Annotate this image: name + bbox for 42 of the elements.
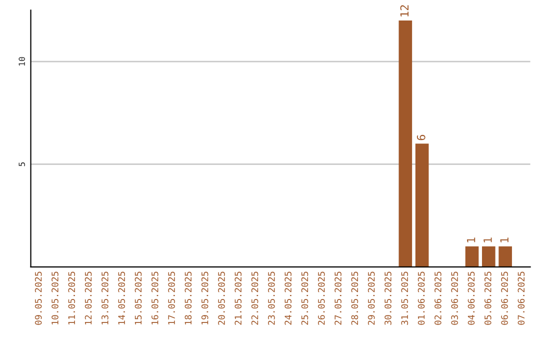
bar xyxy=(465,246,479,267)
x-tick-label: 18.05.2025 xyxy=(184,272,192,324)
x-tick-label: 22.05.2025 xyxy=(251,272,258,325)
x-tick-label: 01.06.2025 xyxy=(418,272,425,325)
data-label: 1 xyxy=(484,238,492,242)
x-tick-label: 21.05.2025 xyxy=(234,272,242,325)
data-label: 1 xyxy=(467,238,476,242)
x-tick-label: 12.05.2025 xyxy=(84,272,92,324)
x-tick-label: 26.05.2025 xyxy=(318,272,325,325)
y-tick-label: 5 xyxy=(18,162,25,166)
x-tick-label: 15.05.2025 xyxy=(134,272,142,324)
y-tick-label: 10 xyxy=(18,57,25,66)
bar xyxy=(398,20,412,267)
x-tick-label: 28.05.2025 xyxy=(351,272,358,325)
x-tick-label: 19.05.2025 xyxy=(201,272,208,324)
x-tick-label: 11.05.2025 xyxy=(68,272,76,324)
x-tick-label: 25.05.2025 xyxy=(301,272,308,325)
x-tick-label: 27.05.2025 xyxy=(334,272,342,325)
x-tick-label: 07.06.2025 xyxy=(518,272,525,325)
x-tick-label: 05.06.2025 xyxy=(484,272,492,325)
x-tick-label: 03.06.2025 xyxy=(451,272,458,325)
x-tick-label: 14.05.2025 xyxy=(118,272,125,324)
x-tick-label: 30.05.2025 xyxy=(384,272,392,325)
x-tick-label: 04.06.2025 xyxy=(468,272,475,325)
x-tick-label: 23.05.2025 xyxy=(268,272,275,325)
x-tick-label: 13.05.2025 xyxy=(102,272,108,324)
bar xyxy=(498,246,512,267)
x-tick-label: 31.05.2025 xyxy=(401,272,408,325)
data-label: 6 xyxy=(416,134,426,140)
data-label: 12 xyxy=(400,5,408,16)
x-tick-label: 10.05.2025 xyxy=(52,272,58,324)
x-tick-label: 09.05.2025 xyxy=(34,272,42,325)
x-tick-label: 16.05.2025 xyxy=(151,272,158,324)
bar xyxy=(482,246,496,267)
x-tick-label: 02.06.2025 xyxy=(434,272,442,325)
x-tick-label: 29.05.2025 xyxy=(368,272,375,325)
x-tick-label: 20.05.2025 xyxy=(218,272,225,325)
x-tick-label: 24.05.2025 xyxy=(284,272,292,325)
bar xyxy=(415,144,429,267)
x-tick-label: 17.05.2025 xyxy=(168,272,175,324)
x-tick-label: 06.06.2025 xyxy=(501,272,508,325)
data-label: 1 xyxy=(500,238,508,242)
